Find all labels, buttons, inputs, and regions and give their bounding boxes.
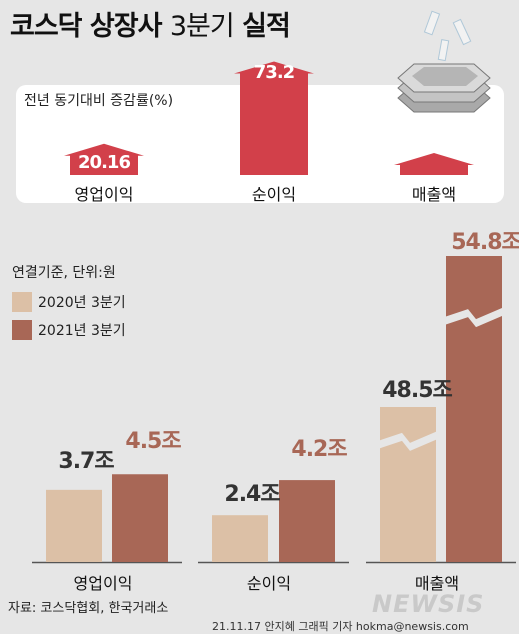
bar-value-net-2021: 4.2조 — [291, 437, 347, 462]
title-bold2: 실적 — [242, 11, 291, 42]
growth-arrow-operating — [64, 143, 144, 175]
arrow-value-net: 73.2 — [253, 62, 295, 83]
bar-value-sales-2021: 54.8조 — [451, 230, 519, 255]
bar-2021-sales-break — [444, 307, 504, 328]
growth-arrow-net — [234, 61, 314, 175]
source-note: 자료: 코스닥협회, 한국거래소 — [8, 601, 169, 616]
bar-value-operating-2021: 4.5조 — [125, 429, 181, 454]
bar-2020-sales-break — [378, 430, 438, 451]
legend-label-2020: 2020년 3분기 — [38, 295, 126, 311]
arrow-category-operating: 영업이익 — [74, 185, 134, 204]
bar-value-operating-2020: 3.7조 — [58, 449, 114, 474]
growth-panel-label: 전년 동기대비 증감률(%) — [24, 93, 174, 109]
legend-item-2021: 2021년 3분기 — [12, 320, 126, 340]
bar-2020-operating — [46, 489, 102, 562]
arrow-value-operating: 20.16 — [78, 152, 131, 173]
bar-category-net: 순이익 — [246, 574, 292, 593]
coin-stack-illustration — [397, 10, 491, 113]
title-bold: 코스닥 상장사 — [10, 11, 162, 42]
bar-2021-sales — [446, 256, 502, 562]
bar-value-sales-2020: 48.5조 — [382, 378, 453, 403]
legend-swatch-2020 — [12, 292, 32, 312]
bar-2021-operating — [112, 474, 168, 562]
legend-swatch-2021 — [12, 320, 32, 340]
legend-item-2020: 2020년 3분기 — [12, 292, 126, 312]
bar-2020-sales — [380, 407, 436, 562]
growth-arrow-sales — [394, 153, 474, 175]
arrow-value-sales: 13.18 — [408, 130, 461, 151]
bar-2021-net — [279, 480, 335, 562]
legend-label-2021: 2021년 3분기 — [38, 323, 126, 339]
bar-2020-net — [212, 515, 268, 562]
arrow-category-sales: 매출액 — [411, 185, 457, 204]
credit-line: 21.11.17 안지혜 그래픽 기자 hokma@newsis.com — [212, 620, 469, 633]
newsis-watermark: NEWSIS — [372, 590, 485, 618]
bar-category-operating: 영업이익 — [73, 574, 133, 593]
arrow-category-net: 순이익 — [251, 185, 297, 204]
legend-unit: 연결기준, 단위:원 — [12, 265, 116, 281]
bar-value-net-2020: 2.4조 — [224, 482, 280, 507]
title-light: 3분기 — [169, 11, 235, 42]
page-title: 코스닥 상장사 3분기 실적 — [10, 4, 291, 43]
bar-category-sales: 매출액 — [414, 574, 460, 593]
